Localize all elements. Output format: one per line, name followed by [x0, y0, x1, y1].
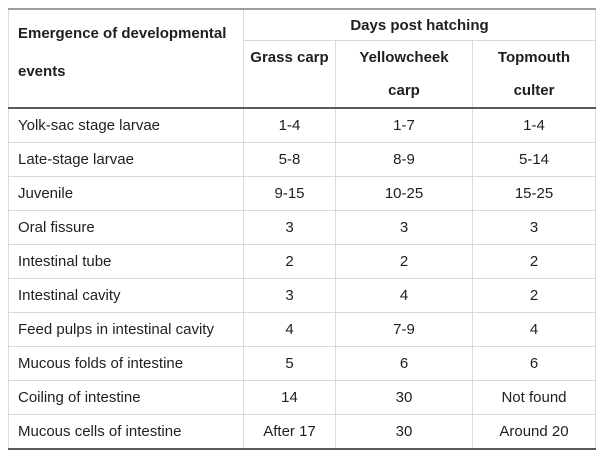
- developmental-events-table: Emergence of developmental events Days p…: [8, 8, 596, 450]
- header-row-group: Emergence of developmental events Days p…: [8, 9, 596, 109]
- value-cell: 3: [243, 210, 336, 245]
- value-cell: 2: [243, 244, 336, 279]
- event-cell: Mucous folds of intestine: [8, 346, 244, 381]
- value-cell: 30: [335, 414, 473, 449]
- event-cell: Feed pulps in intestinal cavity: [8, 312, 244, 347]
- value-cell: 7-9: [335, 312, 473, 347]
- col-header-topmouth-culter: Topmouth culter: [472, 40, 596, 109]
- value-cell: 15-25: [472, 176, 596, 211]
- event-cell: Intestinal tube: [8, 244, 244, 279]
- value-cell: 14: [243, 380, 336, 415]
- value-cell: 8-9: [335, 142, 473, 177]
- table-row: Oral fissure 3 3 3: [8, 210, 596, 245]
- value-cell: 3: [243, 278, 336, 313]
- value-cell: 4: [243, 312, 336, 347]
- header-row-species: Grass carp Yellowcheek carp Topmouth cul…: [9, 40, 596, 109]
- corner-header-cell: Emergence of developmental events: [8, 9, 244, 109]
- table-row: Feed pulps in intestinal cavity 4 7-9 4: [8, 312, 596, 347]
- table-body: Yolk-sac stage larvae 1-4 1-7 1-4 Late-s…: [8, 108, 596, 449]
- event-cell: Intestinal cavity: [8, 278, 244, 313]
- table-row: Coiling of intestine 14 30 Not found: [8, 380, 596, 415]
- table-row: Intestinal cavity 3 4 2: [8, 278, 596, 313]
- col-header-yellowcheek-carp: Yellowcheek carp: [335, 40, 473, 109]
- value-cell: 5: [243, 346, 336, 381]
- group-header-cell: Days post hatching: [243, 9, 596, 41]
- value-cell: 30: [335, 380, 473, 415]
- value-cell: 6: [472, 346, 596, 381]
- table-header: Emergence of developmental events Days p…: [8, 9, 596, 109]
- col-header-grass-carp: Grass carp: [243, 40, 336, 109]
- value-cell: Not found: [472, 380, 596, 415]
- value-cell: 4: [335, 278, 473, 313]
- value-cell: 2: [472, 278, 596, 313]
- value-cell: 2: [472, 244, 596, 279]
- table-row: Mucous folds of intestine 5 6 6: [8, 346, 596, 381]
- table-row: Yolk-sac stage larvae 1-4 1-7 1-4: [8, 108, 596, 143]
- value-cell: 1-4: [472, 108, 596, 143]
- value-cell: 4: [472, 312, 596, 347]
- event-cell: Yolk-sac stage larvae: [8, 108, 244, 143]
- value-cell: 3: [335, 210, 473, 245]
- table-row: Juvenile 9-15 10-25 15-25: [8, 176, 596, 211]
- event-cell: Mucous cells of intestine: [8, 414, 244, 449]
- value-cell: Around 20: [472, 414, 596, 449]
- value-cell: 6: [335, 346, 473, 381]
- event-cell: Oral fissure: [8, 210, 244, 245]
- table-row: Late-stage larvae 5-8 8-9 5-14: [8, 142, 596, 177]
- event-cell: Juvenile: [8, 176, 244, 211]
- value-cell: After 17: [243, 414, 336, 449]
- table-row: Intestinal tube 2 2 2: [8, 244, 596, 279]
- table-row: Mucous cells of intestine After 17 30 Ar…: [8, 414, 596, 449]
- event-cell: Coiling of intestine: [8, 380, 244, 415]
- value-cell: 5-8: [243, 142, 336, 177]
- value-cell: 2: [335, 244, 473, 279]
- value-cell: 1-7: [335, 108, 473, 143]
- value-cell: 10-25: [335, 176, 473, 211]
- value-cell: 1-4: [243, 108, 336, 143]
- value-cell: 9-15: [243, 176, 336, 211]
- value-cell: 3: [472, 210, 596, 245]
- value-cell: 5-14: [472, 142, 596, 177]
- event-cell: Late-stage larvae: [8, 142, 244, 177]
